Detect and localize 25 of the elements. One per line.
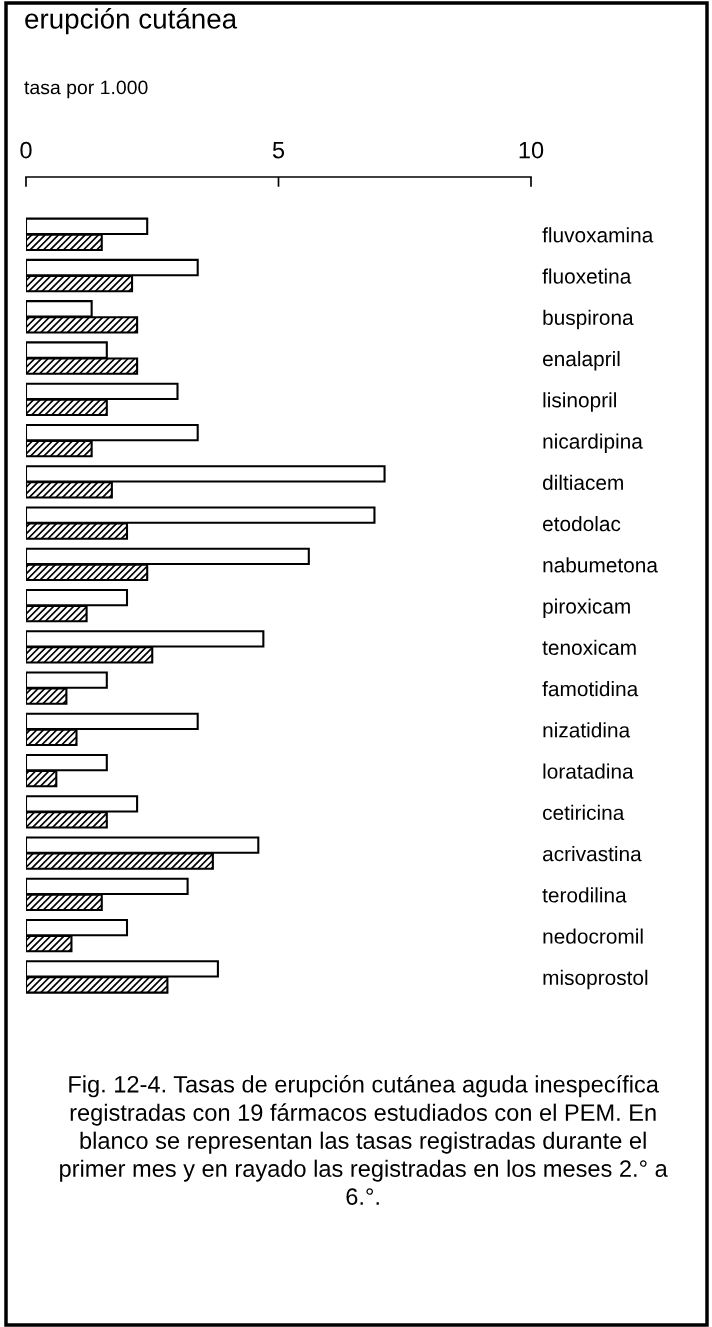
y-tick-label: enalapril (543, 350, 620, 371)
x-tick-label: 10 (519, 141, 544, 159)
y-tick-label: piroxicam (543, 598, 630, 618)
y-tick-label: diltiacem (542, 474, 623, 491)
y-tick-label: fluvoxamina (542, 227, 654, 243)
y-tick-label: terodilina (542, 887, 627, 903)
y-tick-label: fluoxetina (542, 268, 632, 284)
y-tick-label: acrivastina (543, 846, 642, 862)
y-tick-label: nedocromil (543, 928, 643, 944)
y-tick-label: nabumetona (543, 557, 658, 573)
y-tick-label: buspirona (543, 309, 634, 330)
y-tick-label: misoprostol (543, 969, 648, 990)
y-tick-label: loratadina (543, 763, 634, 779)
y-tick-label: famotidina (542, 680, 639, 697)
x-tick-label: 0 (20, 141, 32, 159)
y-tick-label: cetiricina (543, 804, 625, 821)
x-axis-title: tasa por 1.000 (24, 80, 148, 99)
caption: Fig. 12-4. Tasas de erupción cutánea aguda inespecífica registradas con 19 fármacos estudiados con el PEM. En blanco se representan las tasas registradas durante el primer mes y en rayado las registradas en los meses 2.° a 6.°. (60, 1075, 668, 1205)
y-tick-label: etodolac (543, 515, 621, 532)
y-tick-label: tenoxicam (542, 639, 636, 656)
x-tick-label: 5 (272, 141, 285, 159)
chart-title: erupción cutánea (25, 8, 238, 35)
y-tick-label: nizatidina (543, 722, 631, 738)
y-tick-label: lisinopril (543, 392, 616, 412)
y-tick-label: nicardipina (543, 433, 643, 453)
